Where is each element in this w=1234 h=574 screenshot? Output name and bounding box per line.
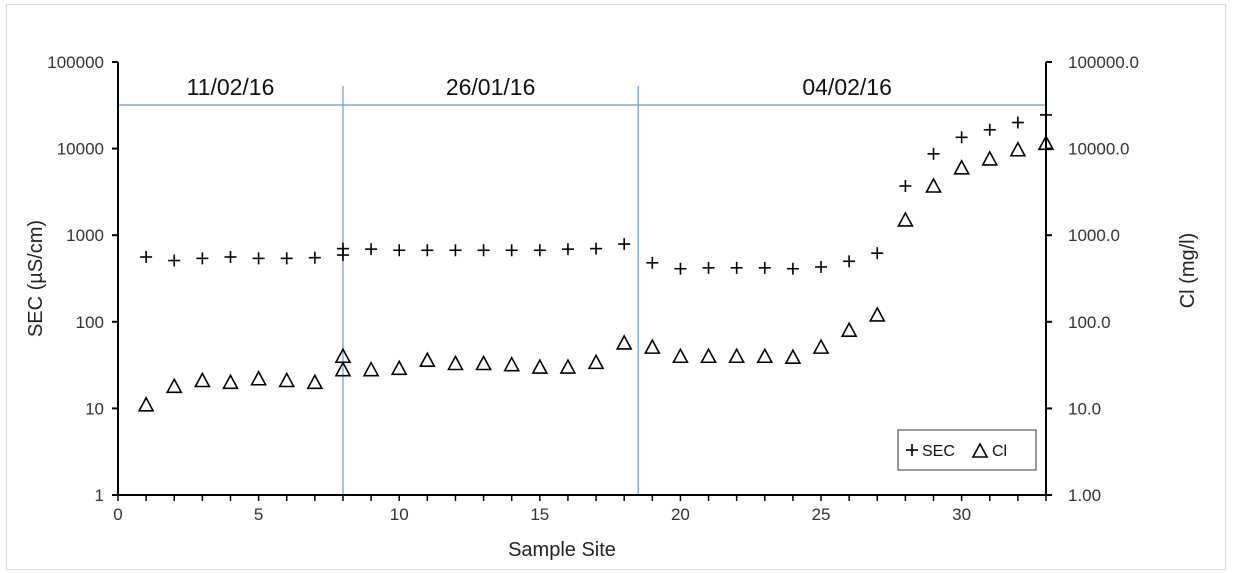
cl-data-point: [868, 306, 886, 322]
x-tick-label: 15: [530, 505, 549, 524]
sec-data-point: [927, 147, 940, 160]
sec-data-point: [365, 243, 378, 256]
period-date-label: 04/02/16: [802, 74, 892, 100]
sec-data-point: [505, 244, 518, 257]
cl-data-point: [447, 354, 464, 371]
legend-box: [897, 429, 1037, 471]
cl-data-point: [306, 373, 324, 390]
legend-cl-label: Cl: [992, 443, 1007, 460]
cl-data-point: [222, 373, 239, 390]
sec-data-point: [674, 262, 687, 275]
cl-data-point: [953, 159, 970, 175]
cl-data-point: [194, 371, 211, 388]
sec-data-point: [730, 261, 743, 274]
x-axis-title: Sample Site: [508, 539, 616, 561]
cl-data-point: [334, 347, 352, 364]
x-tick-label: 5: [254, 505, 263, 524]
cl-data-point: [165, 377, 183, 394]
cl-data-point: [334, 360, 352, 377]
sec-data-point: [393, 244, 406, 257]
sec-data-point: [477, 244, 490, 257]
sec-data-point: [955, 131, 968, 144]
sec-data-point: [421, 244, 434, 257]
legend-sec-label: SEC: [922, 443, 955, 460]
sec-data-point: [590, 242, 603, 255]
y-tick-label: 10000: [57, 140, 104, 159]
sec-data-point: [336, 242, 349, 255]
sec-data-point: [843, 255, 856, 268]
chart-frame: [6, 4, 1226, 570]
sec-data-point: [1040, 108, 1052, 121]
cl-data-point: [559, 358, 577, 374]
cl-data-point: [643, 338, 661, 354]
y2-tick-label: 10.0: [1068, 399, 1101, 418]
sec-data-point: [168, 254, 181, 267]
y2-axis-title: Cl (mg/l): [1177, 233, 1199, 309]
cl-data-point: [362, 360, 380, 377]
sec-data-point: [786, 262, 799, 275]
cl-data-point: [390, 359, 408, 376]
x-tick-label: 0: [113, 505, 122, 524]
y2-tick-label: 100000.0: [1068, 53, 1139, 72]
sec-data-point: [758, 261, 771, 274]
cl-data-point: [1037, 134, 1055, 151]
cl-data-point: [531, 358, 549, 374]
cl-data-point: [137, 396, 155, 412]
cl-data-point: [925, 177, 942, 193]
sec-data-point: [1011, 116, 1024, 129]
y2-tick-label: 1.00: [1068, 486, 1101, 505]
sec-data-point: [449, 244, 462, 257]
sec-data-point: [533, 244, 546, 257]
sec-data-point: [561, 243, 574, 256]
cl-data-point: [812, 338, 830, 354]
period-date-label: 11/02/16: [187, 74, 275, 100]
cl-data-point: [784, 348, 802, 365]
cl-data-point: [475, 354, 492, 371]
cl-data-point: [728, 347, 746, 364]
cl-data-point: [1009, 141, 1027, 157]
x-tick-label: 10: [390, 505, 409, 524]
cl-data-point: [840, 321, 858, 337]
x-tick-label: 30: [952, 505, 971, 524]
cl-data-point: [756, 347, 774, 364]
cl-data-point: [503, 355, 521, 372]
cl-data-point: [897, 211, 914, 227]
sec-data-point: [280, 252, 293, 265]
cl-data-point: [250, 370, 267, 386]
y-axis-title: SEC (µS/cm): [25, 220, 47, 337]
y-tick-label: 100000: [47, 53, 104, 72]
legend-sec-marker: [906, 444, 918, 456]
sec-data-point: [618, 238, 631, 251]
y-tick-label: 1: [95, 486, 104, 505]
cl-data-point: [615, 334, 633, 350]
sec-data-point: [252, 252, 265, 265]
sec-data-point: [871, 247, 884, 260]
sec-data-point: [983, 123, 996, 136]
period-date-label: 26/01/16: [446, 74, 536, 100]
sec-data-point: [224, 251, 237, 264]
y2-tick-label: 100.0: [1068, 313, 1111, 332]
cl-data-point: [672, 347, 689, 364]
y-tick-label: 100: [76, 313, 104, 332]
sec-data-point: [308, 251, 321, 264]
cl-data-point: [700, 347, 717, 364]
legend-cl-marker: [971, 442, 989, 458]
x-tick-label: 20: [671, 505, 690, 524]
y2-tick-label: 10000.0: [1068, 140, 1129, 159]
y-tick-label: 10: [85, 399, 104, 418]
y-tick-label: 1000: [66, 226, 104, 245]
cl-data-point: [278, 371, 296, 388]
cl-data-point: [981, 150, 999, 166]
sec-data-point: [899, 179, 912, 192]
x-tick-label: 25: [812, 505, 831, 524]
cl-data-point: [587, 353, 605, 370]
cl-data-point: [418, 351, 436, 368]
sec-data-point: [815, 260, 828, 273]
sec-data-point: [646, 256, 659, 269]
sec-data-point: [702, 261, 715, 274]
sec-data-point: [140, 251, 153, 264]
sec-data-point: [196, 252, 209, 265]
y2-tick-label: 1000.0: [1068, 226, 1120, 245]
